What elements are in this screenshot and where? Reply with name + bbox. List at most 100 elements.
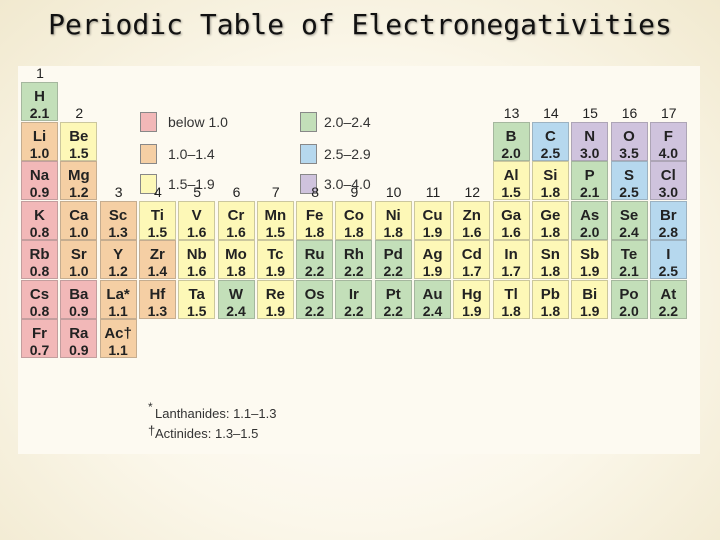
element-symbol: Pt [385, 285, 401, 303]
element-cell: Be 1.5 [60, 121, 98, 161]
element-symbol: Se [619, 206, 639, 224]
element-cell: Ag 1.9 [414, 240, 451, 279]
element-electronegativity: 0.9 [29, 184, 50, 200]
element-symbol: Ni [385, 206, 401, 224]
element-symbol: Sc [108, 206, 128, 224]
element-cell: Bi 1.9 [571, 279, 609, 319]
element-cell: Rh 2.2 [335, 240, 373, 279]
element-symbol: Zr [149, 246, 165, 263]
element-electronegativity: 2.0 [501, 144, 521, 161]
element-electronegativity: 1.8 [226, 263, 246, 279]
element-electronegativity: 1.8 [540, 223, 561, 240]
element-cell: Ir 2.2 [335, 279, 373, 319]
element-symbol: Ge [540, 206, 561, 224]
element-symbol: Al [503, 167, 519, 184]
legend-swatch-1-5-1-9 [140, 174, 157, 194]
legend-swatch-2-5-2-9 [300, 144, 317, 164]
element-cell: Os 2.2 [296, 279, 334, 319]
element-cell: Co 1.8 [335, 200, 373, 240]
element-symbol: B [505, 127, 517, 145]
element-cell: B 2.0 [492, 121, 530, 161]
group-number-label: 4 [153, 183, 162, 200]
periodic-table: below 1.0 1.0–1.4 1.5–1.9 2.0–2.4 2.5–2.… [18, 65, 700, 454]
legend-label-2-5-2-9: 2.5–2.9 [324, 146, 371, 162]
element-electronegativity: 1.9 [422, 223, 443, 240]
element-symbol: O [623, 127, 635, 145]
element-symbol: Br [659, 206, 677, 224]
element-symbol: Zn [462, 206, 481, 224]
group-number-label: 7 [271, 183, 280, 200]
element-symbol: I [666, 246, 671, 263]
legend-label-1-0-1-4: 1.0–1.4 [168, 146, 215, 162]
element-symbol: Re [265, 285, 285, 303]
group-number-label: 6 [232, 183, 241, 200]
legend-swatch-2-0-2-4 [300, 112, 317, 132]
element-cell: Cu 1.9 [414, 200, 451, 240]
element-symbol: Co [343, 206, 364, 224]
element-symbol: Cs [29, 285, 50, 303]
element-symbol: Rh [343, 246, 364, 263]
element-electronegativity: 2.1 [619, 263, 639, 279]
element-symbol: Au [422, 285, 443, 303]
legend-label-1-5-1-9: 1.5–1.9 [168, 176, 215, 192]
element-electronegativity: 2.2 [344, 263, 364, 279]
element-electronegativity: 1.9 [462, 302, 482, 319]
element-electronegativity: 1.0 [69, 223, 89, 240]
element-electronegativity: 1.8 [383, 223, 403, 240]
element-cell: I 2.5 [649, 240, 687, 279]
element-cell: P 2.1 [571, 161, 609, 200]
element-symbol: Ba [69, 285, 89, 303]
element-symbol: Sr [70, 246, 87, 263]
element-cell: Mn 1.5 [256, 200, 294, 240]
element-cell: N 3.0 [571, 121, 609, 161]
element-electronegativity: 1.8 [501, 302, 521, 319]
element-cell: In 1.7 [492, 240, 530, 279]
element-cell: Rb 0.8 [21, 240, 58, 279]
element-cell: Pd 2.2 [374, 240, 412, 279]
element-cell: Au 2.4 [414, 279, 451, 319]
element-symbol: Ca [69, 206, 89, 224]
group-number-label: 3 [114, 183, 123, 200]
element-cell: C 2.5 [531, 121, 569, 161]
element-electronegativity: 1.5 [69, 144, 89, 161]
element-symbol: N [584, 127, 596, 145]
element-symbol: Hg [461, 285, 482, 303]
legend-swatch-1-0-1-4 [140, 144, 157, 164]
element-cell: Ra 0.9 [60, 319, 98, 358]
element-cell: Ga 1.6 [492, 200, 530, 240]
element-electronegativity: 1.8 [540, 263, 561, 279]
element-symbol: Mn [264, 206, 287, 224]
legend-label-3-0-4-0: 3.0–4.0 [324, 176, 371, 192]
element-symbol: Hf [149, 285, 166, 303]
element-electronegativity: 2.5 [619, 184, 639, 200]
element-cell: Fe 1.8 [296, 200, 334, 240]
element-symbol: Ac† [104, 325, 132, 342]
element-electronegativity: 1.9 [579, 263, 600, 279]
element-cell: Ni 1.8 [374, 200, 412, 240]
element-symbol: Na [29, 167, 50, 184]
element-electronegativity: 1.5 [501, 184, 521, 200]
element-cell: Ta 1.5 [178, 279, 216, 319]
element-symbol: Y [113, 246, 124, 263]
element-symbol: Sb [580, 246, 600, 263]
element-cell: Ca 1.0 [60, 200, 98, 240]
element-symbol: Te [620, 246, 638, 263]
element-cell: Mo 1.8 [217, 240, 255, 279]
element-cell: F 4.0 [649, 121, 687, 161]
element-cell: Li 1.0 [21, 121, 58, 161]
element-cell: Al 1.5 [492, 161, 530, 200]
element-cell: Re 1.9 [256, 279, 294, 319]
element-cell: Se 2.4 [610, 200, 648, 240]
element-electronegativity: 2.5 [658, 263, 679, 279]
element-electronegativity: 2.2 [658, 302, 679, 319]
element-electronegativity: 0.9 [69, 302, 89, 319]
element-cell: At 2.2 [649, 279, 687, 319]
element-symbol: Ra [69, 325, 89, 342]
element-electronegativity: 4.0 [658, 144, 679, 161]
legend-label-2-0-2-4: 2.0–2.4 [324, 114, 371, 130]
element-electronegativity: 2.5 [540, 144, 561, 161]
element-cell: Br 2.8 [649, 200, 687, 240]
group-number-label: 13 [503, 104, 520, 121]
legend-swatch-3-0-4-0 [300, 174, 317, 194]
group-number-label: 10 [385, 183, 402, 200]
